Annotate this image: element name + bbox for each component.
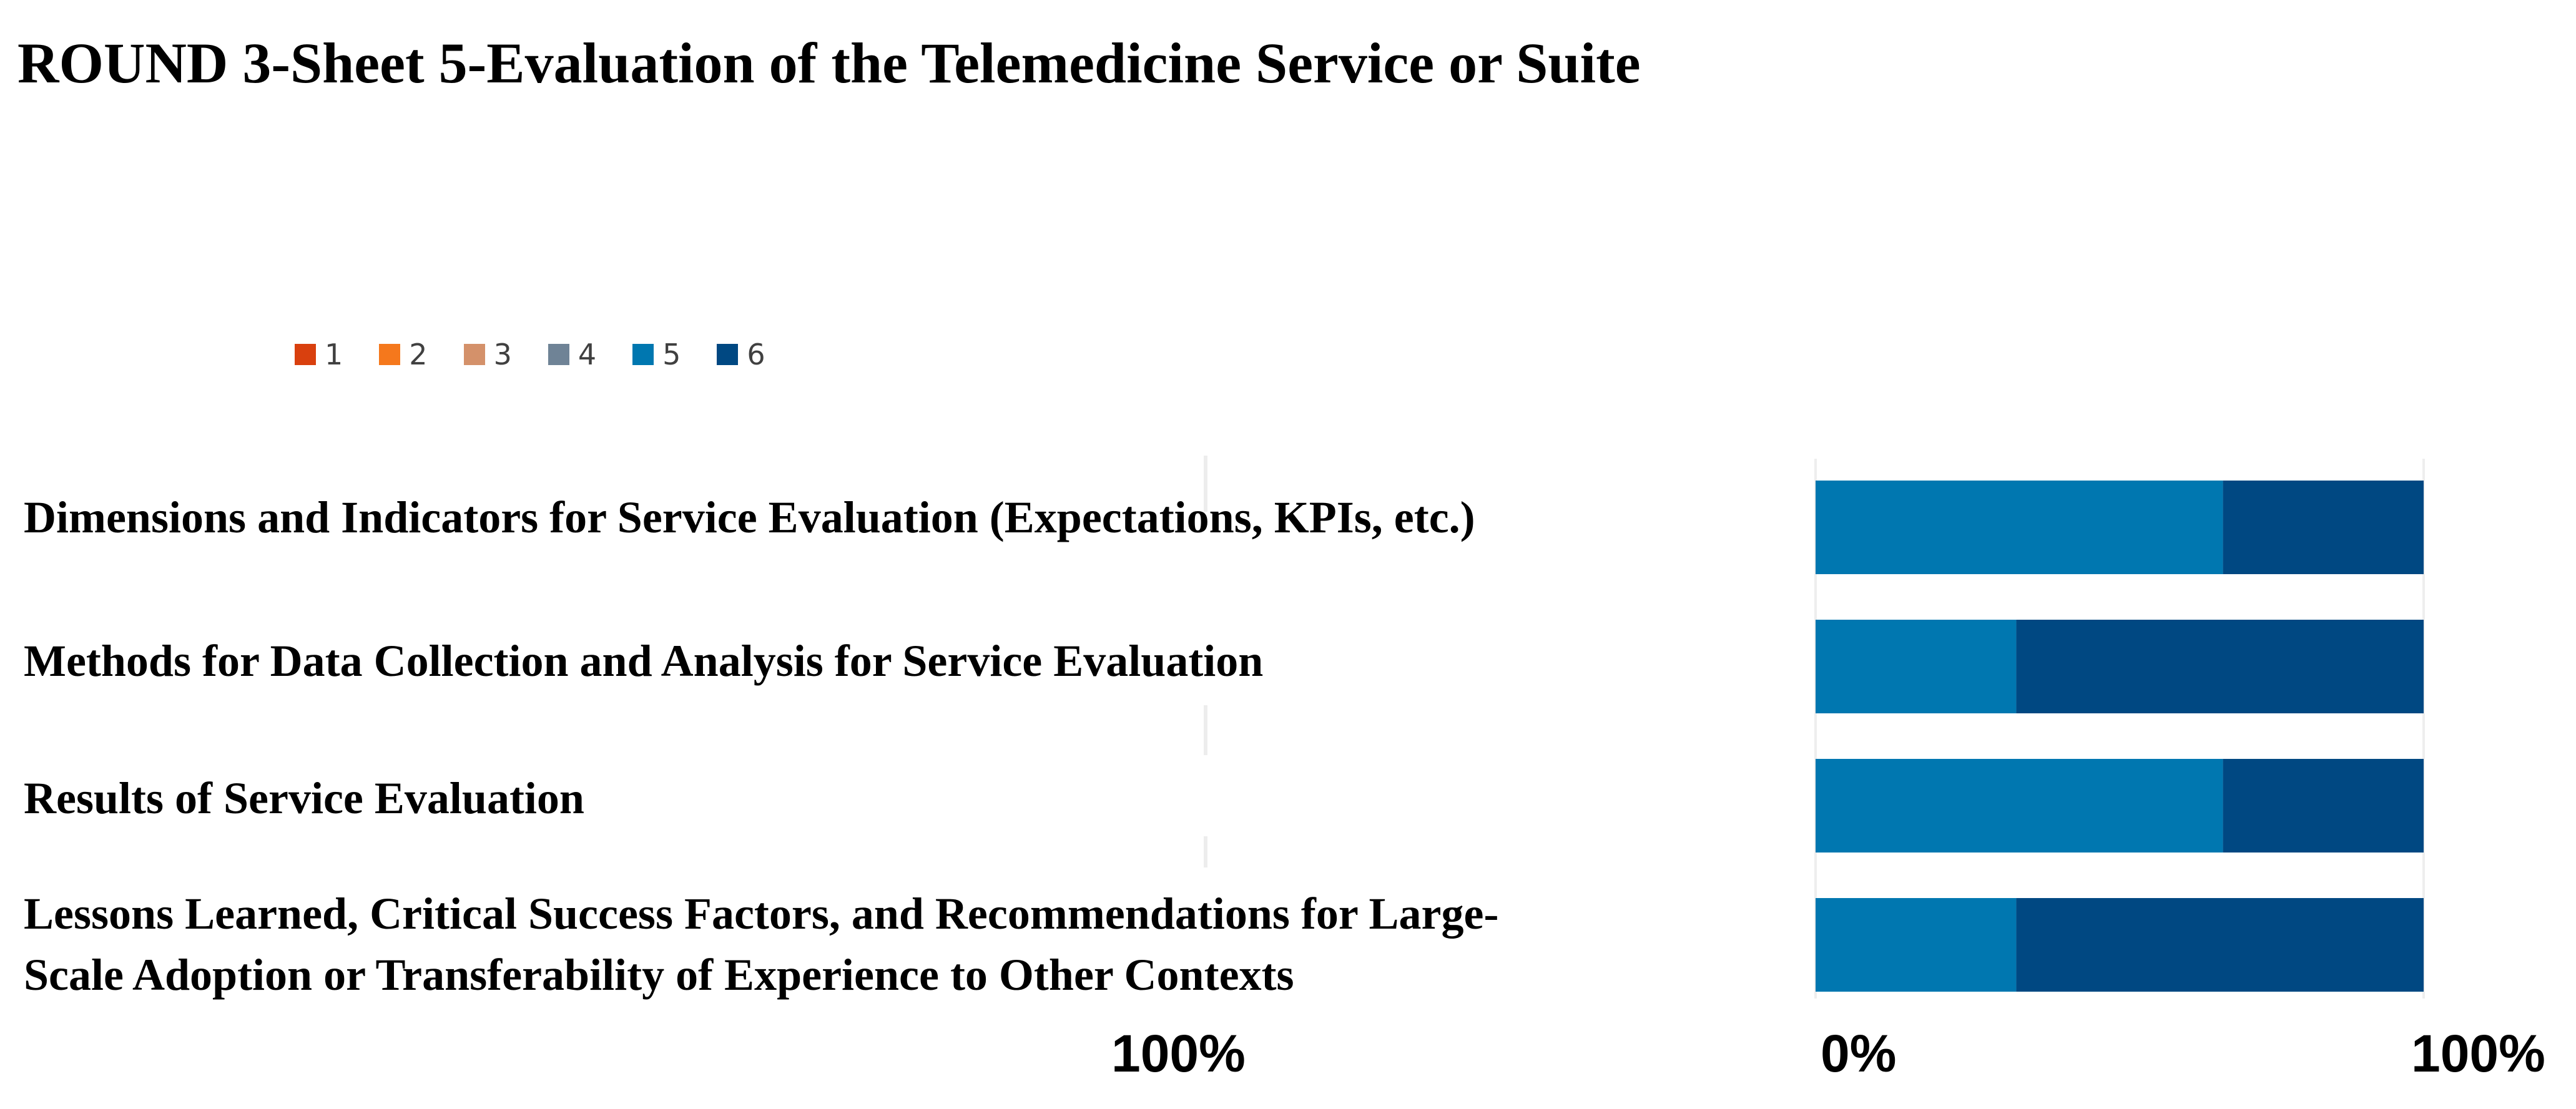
category-label-line: Lessons Learned, Critical Success Factor… bbox=[24, 889, 1499, 939]
legend-swatch-4 bbox=[548, 344, 569, 365]
bar-segment-cat3-series6 bbox=[2223, 759, 2424, 853]
legend-swatch-3 bbox=[463, 344, 485, 365]
chart-legend: 1 2 3 4 5 6 bbox=[295, 335, 802, 374]
legend-item-4: 4 bbox=[548, 338, 596, 371]
category-label-2: Methods for Data Collection and Analysis… bbox=[24, 630, 1263, 691]
category-label-line: Scale Adoption or Transferability of Exp… bbox=[24, 950, 1294, 1000]
bar-segment-cat1-series5 bbox=[1816, 481, 2223, 574]
bar-segment-cat3-series5 bbox=[1816, 759, 2223, 853]
category-label-line: Results of Service Evaluation bbox=[24, 773, 584, 823]
category-label-1: Dimensions and Indicators for Service Ev… bbox=[24, 487, 1475, 548]
x-tick-label-0: 0% bbox=[1821, 1024, 1897, 1083]
legend-item-5: 5 bbox=[632, 338, 681, 371]
category-label-line: Methods for Data Collection and Analysis… bbox=[24, 636, 1264, 686]
bar-segment-cat2-series6 bbox=[2016, 620, 2424, 713]
left-axis-tick-3 bbox=[1204, 836, 1207, 867]
legend-item-3: 3 bbox=[463, 338, 512, 371]
left-axis-end-label: 100% bbox=[1111, 1024, 1246, 1083]
legend-label-3: 3 bbox=[493, 338, 512, 371]
legend-label-2: 2 bbox=[409, 338, 428, 371]
legend-item-2: 2 bbox=[379, 338, 428, 371]
legend-item-1: 1 bbox=[295, 338, 343, 371]
bar-segment-cat4-series6 bbox=[2016, 898, 2424, 992]
legend-swatch-2 bbox=[379, 344, 401, 365]
legend-swatch-1 bbox=[295, 344, 316, 365]
legend-label-1: 1 bbox=[325, 338, 343, 371]
left-axis-tick-2 bbox=[1204, 705, 1207, 755]
x-tick-label-100: 100% bbox=[2411, 1024, 2545, 1083]
category-label-3: Results of Service Evaluation bbox=[24, 768, 584, 829]
left-axis-tick-1 bbox=[1204, 456, 1207, 512]
bar-segment-cat2-series5 bbox=[1816, 620, 2017, 713]
category-label-line: Dimensions and Indicators for Service Ev… bbox=[24, 492, 1475, 542]
legend-swatch-5 bbox=[632, 344, 654, 365]
category-label-4: Lessons Learned, Critical Success Factor… bbox=[24, 883, 1498, 1005]
legend-swatch-6 bbox=[717, 344, 739, 365]
legend-label-4: 4 bbox=[578, 338, 597, 371]
page-title: ROUND 3-Sheet 5-Evaluation of the Teleme… bbox=[17, 31, 1641, 95]
bar-segment-cat1-series6 bbox=[2223, 481, 2424, 574]
legend-item-6: 6 bbox=[717, 338, 765, 371]
bar-segment-cat4-series5 bbox=[1816, 898, 2017, 992]
legend-label-6: 6 bbox=[747, 338, 765, 371]
legend-label-5: 5 bbox=[662, 338, 681, 371]
